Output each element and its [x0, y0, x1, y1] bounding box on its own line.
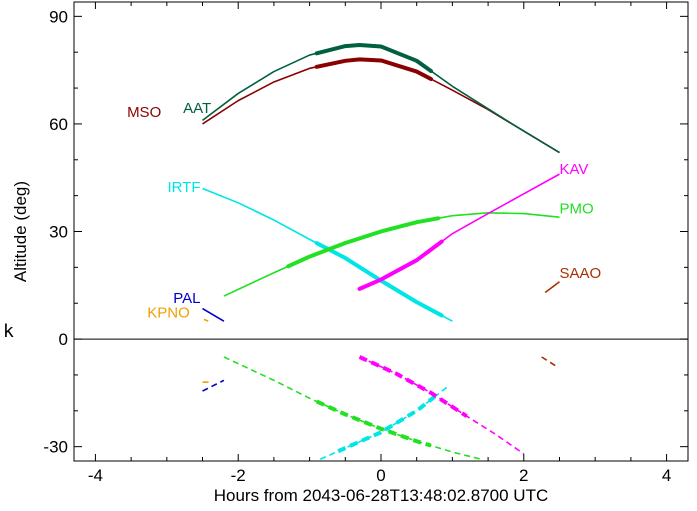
- series-line: [359, 173, 560, 290]
- below-horizon-line: [319, 385, 450, 460]
- series-label-mso: MSO: [127, 104, 161, 121]
- axis-ticks: -4 -2 0 2 4 -30 0 30 60 90: [43, 2, 688, 485]
- y-tick-label: 30: [49, 223, 68, 242]
- series-irtf: [202, 187, 453, 322]
- side-label: k: [3, 321, 14, 342]
- series-layer: [202, 43, 560, 460]
- series-label-pal: PAL: [173, 290, 200, 307]
- series-label-irtf: IRTF: [167, 179, 200, 196]
- series-observable-segment: [286, 216, 441, 269]
- x-tick-label: -2: [231, 466, 246, 485]
- series-kpno: [203, 318, 209, 322]
- x-axis-label: Hours from 2043-06-28T13:48:02.8700 UTC: [214, 486, 549, 505]
- below-horizon-track: [202, 379, 225, 392]
- below-horizon-line: [202, 379, 225, 392]
- series-label-saao: SAAO: [559, 265, 601, 282]
- x-tick-label: -4: [88, 466, 103, 485]
- series-saao: [544, 281, 560, 294]
- series-label-kpno: KPNO: [147, 305, 190, 322]
- series-line: [203, 318, 209, 322]
- x-tick-label: 2: [519, 466, 528, 485]
- series-line: [544, 281, 560, 294]
- series-observable-segment: [314, 57, 433, 82]
- below-horizon-track: [223, 356, 482, 460]
- series-line: [202, 307, 225, 322]
- series-pal: [202, 307, 225, 322]
- below-horizon-line: [541, 356, 557, 367]
- below-horizon-thick-segment: [337, 392, 440, 454]
- below-horizon-line: [223, 356, 482, 460]
- series-kav: [357, 173, 560, 291]
- series-mso: [202, 57, 560, 154]
- series-aat: [202, 43, 560, 154]
- below-horizon-line: [359, 356, 525, 455]
- y-tick-label: 90: [49, 7, 68, 26]
- series-line: [202, 58, 560, 154]
- y-tick-label: -30: [43, 438, 68, 457]
- series-label-pmo: PMO: [559, 201, 593, 218]
- below-horizon-thick-segment: [315, 399, 432, 448]
- y-tick-label: 60: [49, 115, 68, 134]
- below-horizon-thick-segment: [358, 355, 468, 418]
- x-tick-label: 0: [376, 466, 385, 485]
- below-horizon-track: [319, 385, 450, 460]
- y-axis-label: Altitude (deg): [11, 181, 30, 282]
- below-horizon-track: [358, 355, 525, 455]
- series-label-kav: KAV: [559, 161, 588, 178]
- below-horizon-track: [541, 356, 557, 367]
- y-tick-label: 0: [59, 330, 68, 349]
- series-pmo: [223, 212, 560, 297]
- series-observable-segment: [357, 239, 444, 291]
- series-line: [223, 212, 560, 297]
- series-label-aat: AAT: [183, 100, 211, 117]
- x-tick-label: 4: [662, 466, 671, 485]
- series-observable-segment: [314, 43, 433, 73]
